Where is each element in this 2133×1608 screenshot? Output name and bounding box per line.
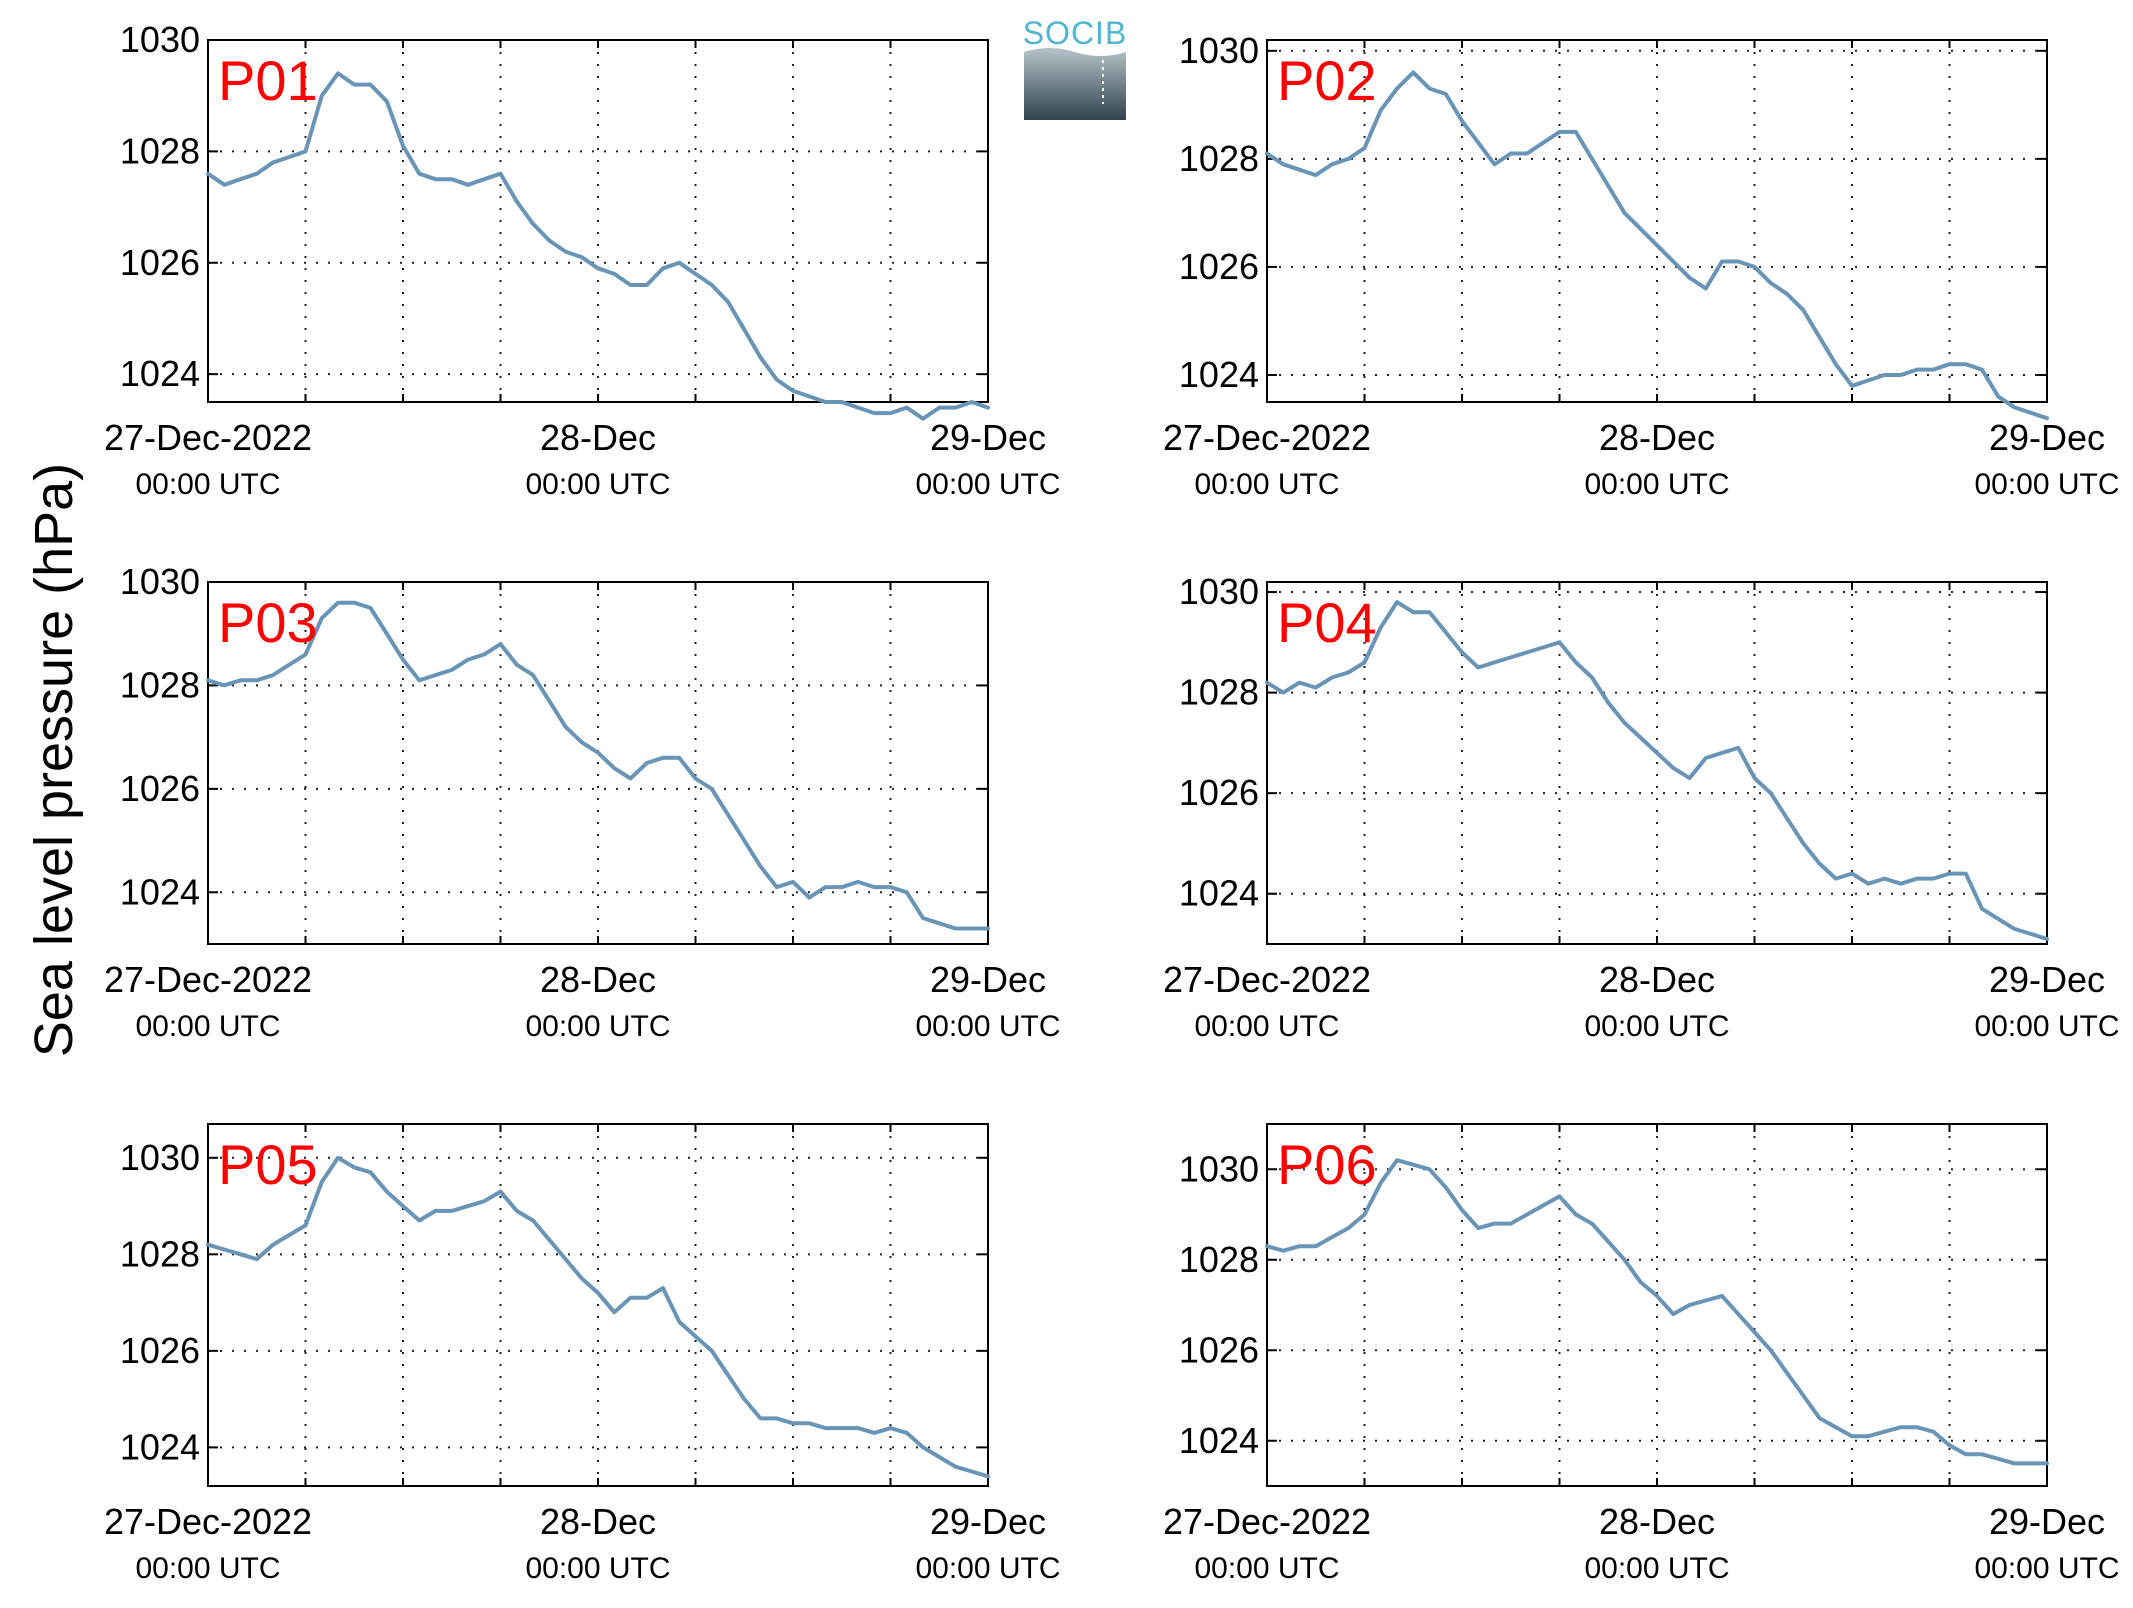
y-tick-label: 1030 xyxy=(120,1137,200,1178)
station-label: P01 xyxy=(218,49,318,112)
chart-panel-3: 1024 1026 1028 1030 27-Dec-2022 00:00 UTC 28-D… xyxy=(104,561,1061,1043)
y-tick-label: 1024 xyxy=(120,353,200,394)
y-tick-label: 1026 xyxy=(1179,246,1259,287)
x-tick-sublabel: 00:00 UTC xyxy=(1194,468,1339,501)
x-tick-sublabel: 00:00 UTC xyxy=(1974,1552,2119,1585)
x-tick-label: 27-Dec-2022 xyxy=(104,959,312,1000)
x-tick-sublabel: 00:00 UTC xyxy=(525,1010,670,1043)
x-tick-label: 28-Dec xyxy=(540,959,656,1000)
y-tick-label: 1026 xyxy=(120,1330,200,1371)
series-line xyxy=(206,600,990,931)
x-tick-sublabel: 00:00 UTC xyxy=(1194,1552,1339,1585)
y-axis-label: Sea level pressure (hPa) xyxy=(24,463,84,1057)
y-tick-label: 1024 xyxy=(1179,1420,1259,1461)
y-tick-label: 1028 xyxy=(1179,672,1259,713)
y-tick-label: 1028 xyxy=(1179,1239,1259,1280)
x-tick-sublabel: 00:00 UTC xyxy=(915,1010,1060,1043)
y-tick-label: 1028 xyxy=(120,130,200,171)
y-tick-label: 1026 xyxy=(120,242,200,283)
x-tick-label: 27-Dec-2022 xyxy=(104,1501,312,1542)
series-line xyxy=(206,71,990,421)
x-tick-sublabel: 00:00 UTC xyxy=(1194,1010,1339,1043)
y-tick-label: 1024 xyxy=(1179,873,1259,914)
chart-panel-5: 1024 1026 1028 1030 27-Dec-2022 00:00 UTC 28-D… xyxy=(104,1123,1061,1585)
y-tick-label: 1028 xyxy=(120,1233,200,1274)
y-tick-label: 1024 xyxy=(120,1426,200,1467)
x-tick-label: 29-Dec xyxy=(930,959,1046,1000)
y-tick-label: 1030 xyxy=(1179,1148,1259,1189)
x-tick-label: 28-Dec xyxy=(1599,1501,1715,1542)
x-tick-label: 29-Dec xyxy=(930,1501,1046,1542)
series-line xyxy=(1265,600,2049,941)
station-label: P06 xyxy=(1277,1133,1377,1196)
x-tick-sublabel: 00:00 UTC xyxy=(525,468,670,501)
series-line xyxy=(206,1155,990,1479)
chart-panel-1: 1024 1026 1028 1030 27-Dec-2022 00:00 UTC 28-D… xyxy=(104,19,1061,501)
logo-wave-icon xyxy=(1024,48,1126,120)
y-tick-label: 1030 xyxy=(1179,30,1259,71)
panels-container: 1024 1026 1028 1030 27-Dec-2022 00:00 UTC 28-D… xyxy=(104,19,2120,1585)
x-tick-label: 27-Dec-2022 xyxy=(1163,417,1371,458)
x-tick-label: 28-Dec xyxy=(1599,959,1715,1000)
socib-logo: SOCIB xyxy=(1023,15,1128,120)
x-tick-label: 29-Dec xyxy=(930,417,1046,458)
station-label: P04 xyxy=(1277,591,1377,654)
x-tick-label: 29-Dec xyxy=(1989,417,2105,458)
x-tick-sublabel: 00:00 UTC xyxy=(135,1010,280,1043)
x-tick-sublabel: 00:00 UTC xyxy=(1584,1010,1729,1043)
chart-panel-6: 1024 1026 1028 1030 27-Dec-2022 00:00 UTC 28-D… xyxy=(1163,1123,2120,1585)
x-tick-label: 28-Dec xyxy=(540,417,656,458)
x-tick-label: 27-Dec-2022 xyxy=(104,417,312,458)
x-tick-sublabel: 00:00 UTC xyxy=(1974,1010,2119,1043)
series-line xyxy=(1265,1158,2049,1466)
x-tick-sublabel: 00:00 UTC xyxy=(135,1552,280,1585)
x-tick-sublabel: 00:00 UTC xyxy=(915,1552,1060,1585)
y-tick-label: 1026 xyxy=(120,768,200,809)
y-tick-label: 1026 xyxy=(1179,772,1259,813)
series-line xyxy=(1265,70,2049,421)
x-tick-label: 28-Dec xyxy=(540,1501,656,1542)
x-tick-label: 27-Dec-2022 xyxy=(1163,959,1371,1000)
station-label: P03 xyxy=(218,591,318,654)
y-tick-label: 1026 xyxy=(1179,1329,1259,1370)
x-tick-sublabel: 00:00 UTC xyxy=(1974,468,2119,501)
y-tick-label: 1030 xyxy=(120,561,200,602)
chart-panel-4: 1024 1026 1028 1030 27-Dec-2022 00:00 UTC 28-D… xyxy=(1163,571,2120,1043)
x-tick-sublabel: 00:00 UTC xyxy=(915,468,1060,501)
x-tick-label: 27-Dec-2022 xyxy=(1163,1501,1371,1542)
x-tick-sublabel: 00:00 UTC xyxy=(1584,1552,1729,1585)
y-tick-label: 1028 xyxy=(120,664,200,705)
station-label: P02 xyxy=(1277,49,1377,112)
logo-text: SOCIB xyxy=(1023,15,1128,51)
x-tick-sublabel: 00:00 UTC xyxy=(525,1552,670,1585)
x-tick-label: 29-Dec xyxy=(1989,959,2105,1000)
station-label: P05 xyxy=(218,1133,318,1196)
x-tick-sublabel: 00:00 UTC xyxy=(135,468,280,501)
y-tick-label: 1030 xyxy=(1179,571,1259,612)
x-tick-label: 28-Dec xyxy=(1599,417,1715,458)
x-tick-label: 29-Dec xyxy=(1989,1501,2105,1542)
y-tick-label: 1024 xyxy=(120,871,200,912)
y-tick-label: 1028 xyxy=(1179,138,1259,179)
chart-panel-2: 1024 1026 1028 1030 27-Dec-2022 00:00 UTC 28-D… xyxy=(1163,30,2120,501)
x-tick-sublabel: 00:00 UTC xyxy=(1584,468,1729,501)
y-tick-label: 1024 xyxy=(1179,354,1259,395)
y-tick-label: 1030 xyxy=(120,19,200,60)
